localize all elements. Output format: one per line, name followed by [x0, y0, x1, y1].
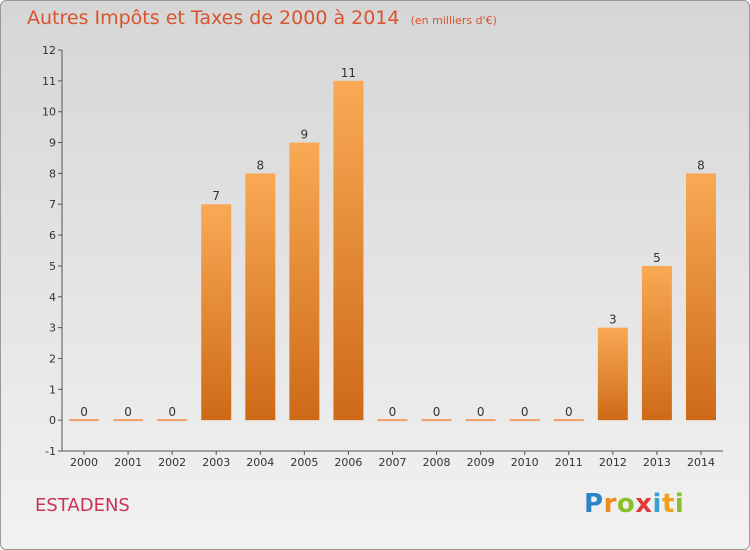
- y-tick-label: 7: [49, 198, 56, 211]
- data-labels: 0 0 0 7 8 9 11 0 0 0 0 0 3 5 8: [80, 66, 705, 419]
- bar: [597, 327, 628, 421]
- logo-letter: r: [603, 489, 617, 519]
- data-label: 9: [301, 128, 309, 142]
- logo-letter: x: [635, 489, 653, 519]
- x-tick-label: 2000: [70, 456, 98, 469]
- data-label: 3: [609, 313, 617, 327]
- bar: [289, 142, 320, 421]
- y-tick-label: 11: [42, 75, 56, 88]
- bar: [685, 173, 716, 421]
- bar: [333, 80, 364, 421]
- logo-letter: i: [674, 489, 685, 519]
- data-label: 0: [124, 405, 132, 419]
- x-tick-label: 2010: [511, 456, 539, 469]
- chart-title: Autres Impôts et Taxes de 2000 à 2014 (e…: [27, 7, 497, 29]
- chart-title-unit: (en milliers d'€): [410, 14, 497, 27]
- chart-title-main: Autres Impôts et Taxes de 2000 à 2014: [27, 7, 400, 29]
- logo-letter: o: [616, 489, 636, 519]
- x-tick-label: 2002: [158, 456, 186, 469]
- y-tick-label: 10: [42, 106, 56, 119]
- x-tick-label: 2007: [379, 456, 407, 469]
- data-label: 7: [212, 189, 220, 203]
- x-tick-label: 2005: [290, 456, 318, 469]
- x-tick-label: 2004: [246, 456, 274, 469]
- x-tick-label: 2006: [334, 456, 362, 469]
- data-label: 8: [256, 158, 264, 172]
- x-tick-label: 2008: [423, 456, 451, 469]
- logo-letter: i: [652, 489, 662, 519]
- data-label: 0: [389, 405, 397, 419]
- y-tick-label: 8: [49, 167, 56, 180]
- data-label: 8: [697, 158, 705, 172]
- x-tick-label: 2011: [555, 456, 583, 469]
- x-tick-label: 2013: [643, 456, 671, 469]
- x-tick-label: 2003: [202, 456, 230, 469]
- logo-letter: t: [661, 489, 675, 519]
- y-tick-label: 4: [49, 291, 56, 304]
- x-tick-label: 2012: [599, 456, 627, 469]
- data-label: 0: [521, 405, 529, 419]
- y-tick-label: 0: [49, 414, 56, 427]
- logo-letter: P: [584, 489, 604, 519]
- x-tick-label: 2001: [114, 456, 142, 469]
- data-label: 11: [341, 66, 356, 80]
- y-tick-label: 3: [49, 322, 56, 335]
- bar: [201, 204, 232, 421]
- x-axis-ticks: 2000 2001 2002 2003 2004 2005 2006 2007 2008 2009…: [70, 451, 715, 469]
- x-tick-label: 2014: [687, 456, 715, 469]
- y-tick-label: 6: [49, 229, 56, 242]
- data-label: 0: [433, 405, 441, 419]
- y-tick-label: 9: [49, 137, 56, 150]
- y-tick-label: -1: [45, 445, 56, 458]
- bar: [641, 265, 672, 421]
- data-label: 5: [653, 251, 661, 265]
- y-tick-label: 12: [42, 44, 56, 57]
- chart-bars: [69, 80, 716, 422]
- data-label: 0: [80, 405, 88, 419]
- data-label: 0: [565, 405, 573, 419]
- proxiti-logo: Proxiti: [584, 489, 684, 519]
- data-label: 0: [477, 405, 485, 419]
- y-tick-label: 2: [49, 352, 56, 365]
- y-tick-label: 5: [49, 260, 56, 273]
- commune-name: ESTADENS: [35, 495, 130, 516]
- data-label: 0: [168, 405, 176, 419]
- bar: [245, 173, 276, 421]
- y-tick-label: 1: [49, 383, 56, 396]
- x-tick-label: 2009: [467, 456, 495, 469]
